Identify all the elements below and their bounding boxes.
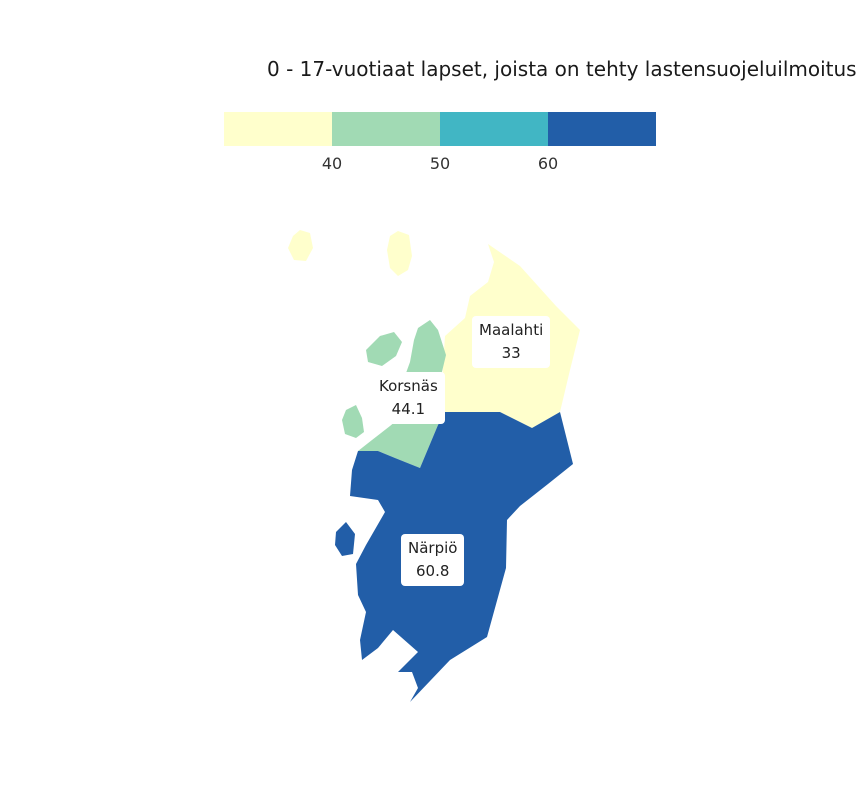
legend-tick-60: 60	[537, 154, 559, 173]
legend-tick-40: 40	[321, 154, 343, 173]
label-maalahti-name: Maalahti	[479, 321, 544, 339]
label-narpio: Närpiö 60.8	[401, 534, 465, 586]
map-title: 0 - 17-vuotiaat lapset, joista on tehty …	[267, 57, 857, 81]
label-korsnas-value: 44.1	[391, 400, 426, 418]
legend-swatch-4	[548, 112, 656, 146]
color-legend	[224, 112, 656, 146]
legend-swatch-3	[440, 112, 548, 146]
legend-swatch-1	[224, 112, 332, 146]
label-narpio-name: Närpiö	[408, 539, 458, 557]
label-maalahti-value: 33	[501, 344, 521, 362]
legend-tick-50: 50	[429, 154, 451, 173]
label-korsnas-name: Korsnäs	[379, 377, 438, 395]
legend-swatch-2	[332, 112, 440, 146]
label-korsnas: Korsnäs 44.1	[372, 372, 445, 424]
label-maalahti: Maalahti 33	[472, 316, 551, 368]
label-narpio-value: 60.8	[416, 562, 450, 580]
